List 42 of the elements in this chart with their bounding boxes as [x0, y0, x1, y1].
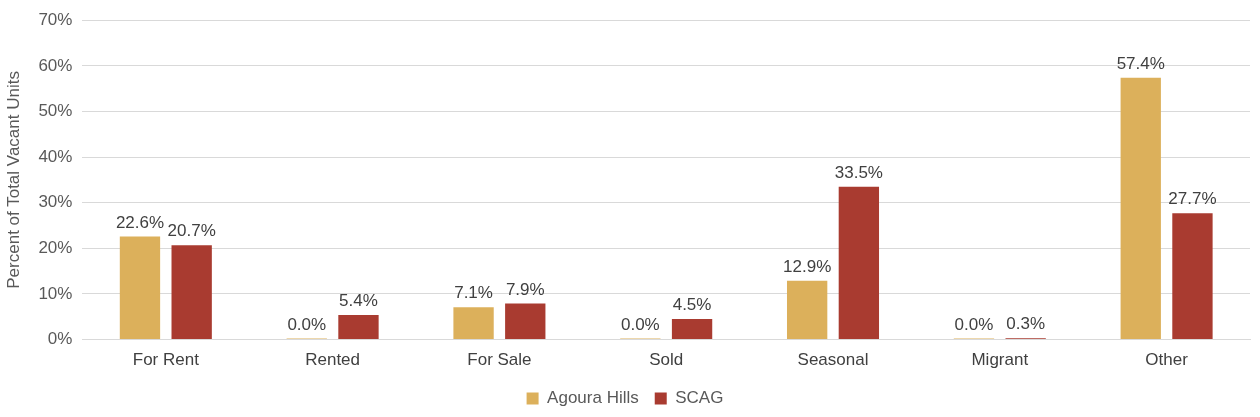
x-tick-label: Seasonal	[797, 350, 869, 370]
data-label: 12.9%	[783, 256, 832, 276]
bar	[119, 236, 161, 340]
data-label: 7.9%	[505, 279, 545, 299]
data-label: 27.7%	[1168, 189, 1217, 209]
bar	[671, 319, 713, 340]
bar	[453, 307, 494, 340]
data-label: 7.1%	[454, 283, 493, 303]
y-tick-label: 30%	[38, 192, 73, 212]
y-tick-label: 20%	[38, 238, 73, 258]
data-label: 0.0%	[954, 314, 994, 334]
y-tick-label: 70%	[38, 9, 73, 29]
y-axis-title: Percent of Total Vacant Units	[3, 71, 23, 289]
bar	[786, 280, 828, 340]
y-tick-label: 40%	[38, 146, 73, 166]
data-label: 0.0%	[287, 314, 327, 334]
bar	[1172, 213, 1213, 340]
x-tick-label: Rented	[305, 350, 361, 370]
x-tick-label: For Rent	[132, 350, 200, 370]
x-tick-label: For Sale	[467, 350, 532, 370]
data-label: 5.4%	[339, 291, 378, 311]
y-tick-label: 60%	[38, 55, 73, 75]
data-label: 0.3%	[1006, 314, 1046, 334]
bar	[171, 245, 212, 340]
data-label: 57.4%	[1116, 53, 1165, 73]
data-label: 20.7%	[167, 221, 216, 241]
y-tick-label: 0%	[47, 329, 73, 349]
bar	[1120, 77, 1161, 340]
legend-label: Agoura Hills	[547, 388, 639, 408]
bar	[838, 186, 880, 340]
data-label: 0.0%	[620, 314, 660, 334]
bar	[505, 303, 546, 340]
x-tick-label: Migrant	[971, 350, 1029, 370]
data-label: 33.5%	[834, 162, 883, 182]
legend-label: SCAG	[675, 388, 724, 408]
y-tick-label: 50%	[38, 101, 73, 121]
data-label: 22.6%	[115, 212, 165, 232]
x-tick-label: Sold	[649, 350, 684, 370]
y-tick-label: 10%	[38, 283, 73, 303]
bar	[338, 314, 379, 340]
x-tick-label: Other	[1145, 350, 1189, 370]
data-label: 4.5%	[672, 295, 712, 315]
